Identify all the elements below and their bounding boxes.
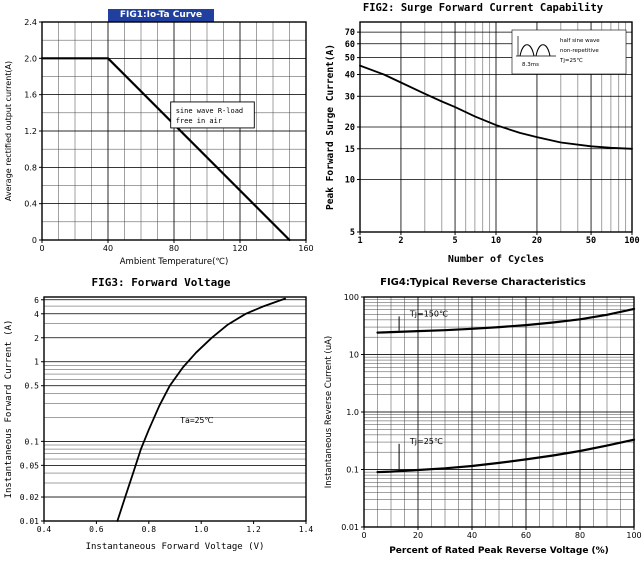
svg-text:2: 2	[398, 236, 403, 246]
svg-text:0.02: 0.02	[20, 493, 39, 502]
svg-text:6: 6	[34, 296, 39, 305]
svg-text:80: 80	[169, 244, 179, 253]
svg-text:0.01: 0.01	[341, 523, 359, 532]
svg-text:100: 100	[624, 236, 639, 246]
svg-text:2: 2	[34, 334, 39, 343]
svg-text:1: 1	[34, 358, 39, 367]
fig3-title: FIG3: Forward Voltage	[91, 276, 231, 289]
svg-text:Tj=25℃: Tj=25℃	[409, 437, 443, 446]
svg-text:40: 40	[467, 531, 477, 540]
svg-text:4: 4	[34, 310, 39, 319]
svg-text:70: 70	[345, 28, 355, 38]
svg-text:0.8: 0.8	[142, 525, 157, 534]
fig1-title-row: FIG1:Io-Ta Curve	[0, 0, 322, 22]
svg-text:100: 100	[344, 293, 359, 302]
svg-text:10: 10	[491, 236, 501, 246]
svg-text:60: 60	[345, 40, 355, 50]
figure-fig2: FIG2: Surge Forward Current Capability 1…	[322, 0, 644, 272]
svg-text:1.0: 1.0	[194, 525, 209, 534]
svg-text:0: 0	[39, 244, 44, 253]
svg-text:sine wave R-load: sine wave R-load	[176, 107, 243, 115]
svg-text:0.8: 0.8	[24, 163, 37, 172]
fig2-plot: 1 2 5 10 20 50 100 5 10 15 20 30 40 50 60 70 Number of C…	[325, 21, 640, 265]
fig4-plot: 0 20 40 60 80 100 0.01 0.1 1.0 10 100 Percent of Ra…	[324, 293, 642, 556]
svg-text:half sine wave: half sine wave	[560, 38, 600, 44]
svg-text:1: 1	[357, 236, 362, 246]
svg-text:20: 20	[532, 236, 542, 246]
svg-text:40: 40	[345, 71, 355, 81]
svg-text:5: 5	[350, 228, 355, 238]
svg-text:20: 20	[345, 123, 355, 133]
svg-text:1.2: 1.2	[246, 525, 261, 534]
svg-text:2.0: 2.0	[24, 54, 37, 63]
svg-text:10: 10	[345, 176, 355, 186]
svg-text:1.2: 1.2	[24, 127, 37, 136]
svg-text:0.05: 0.05	[20, 461, 39, 470]
svg-text:1.4: 1.4	[299, 525, 314, 534]
svg-text:30: 30	[345, 92, 355, 102]
svg-text:0: 0	[361, 531, 366, 540]
svg-text:60: 60	[521, 531, 531, 540]
svg-text:non-repetitive: non-repetitive	[560, 48, 599, 54]
svg-text:Tj=150℃: Tj=150℃	[409, 309, 448, 318]
svg-text:0.4: 0.4	[37, 525, 52, 534]
svg-text:8.3ms: 8.3ms	[522, 62, 539, 68]
svg-text:Number of Cycles: Number of Cycles	[448, 254, 544, 265]
svg-text:Ambient Temperature(℃): Ambient Temperature(℃)	[120, 257, 229, 267]
figure-fig4: FIG4:Typical Reverse Characteristics 0 20…	[322, 272, 644, 561]
svg-text:1.0: 1.0	[346, 408, 359, 417]
svg-text:1.6: 1.6	[24, 91, 37, 100]
svg-text:0.1: 0.1	[25, 437, 40, 446]
fig2-title: FIG2: Surge Forward Current Capability	[362, 2, 604, 14]
svg-text:80: 80	[575, 531, 585, 540]
svg-text:160: 160	[298, 244, 313, 253]
svg-text:0: 0	[32, 236, 37, 245]
svg-text:50: 50	[586, 236, 596, 246]
svg-text:Instantaneous Forward Voltage: Instantaneous Forward Voltage (V)	[86, 542, 265, 552]
svg-text:120: 120	[232, 244, 247, 253]
fig1-title-banner: FIG1:Io-Ta Curve	[107, 9, 215, 22]
svg-text:0.1: 0.1	[346, 466, 359, 475]
svg-text:Percent of Rated Peak Reverse: Percent of Rated Peak Reverse Voltage (%…	[389, 546, 609, 556]
svg-text:15: 15	[345, 145, 355, 155]
svg-text:2.4: 2.4	[24, 18, 37, 27]
svg-text:20: 20	[413, 531, 423, 540]
fig4-title: FIG4:Typical Reverse Characteristics	[380, 277, 586, 288]
svg-text:0.5: 0.5	[25, 382, 40, 391]
svg-text:0.4: 0.4	[24, 200, 37, 209]
fig3-plot: 0.4 0.6 0.8 1.0 1.2 1.4 0.01 0.02 0.05 0.1 0.5 1 2 4 6…	[4, 296, 314, 552]
figure-fig1: FIG1:Io-Ta Curve 0 40 80 120 160 0 0.4 0.8 1.2 1.…	[0, 0, 322, 272]
svg-text:Instantaneous Reverse Current: Instantaneous Reverse Current (uA)	[324, 336, 334, 488]
svg-text:Tj=25℃: Tj=25℃	[559, 57, 583, 64]
svg-text:Peak Forward Surge Current(A): Peak Forward Surge Current(A)	[325, 44, 336, 210]
figure-fig3: FIG3: Forward Voltage 0.4 0.6 0.8 1.0 1.2 1.4…	[0, 272, 322, 561]
svg-text:free in air: free in air	[176, 117, 222, 125]
svg-text:Average rectified output curre: Average rectified output current(A)	[4, 61, 13, 201]
fig1-plot: 0 40 80 120 160 0 0.4 0.8 1.2 1.6 2.0 2.4 Ambient Te…	[4, 18, 314, 267]
svg-text:100: 100	[626, 531, 641, 540]
svg-text:5: 5	[452, 236, 457, 246]
svg-text:10: 10	[349, 351, 359, 360]
svg-text:Instantaneous Forward Current: Instantaneous Forward Current (A)	[4, 320, 14, 499]
svg-text:50: 50	[345, 54, 355, 64]
svg-text:Ta=25℃: Ta=25℃	[180, 416, 213, 425]
svg-text:0.6: 0.6	[89, 525, 104, 534]
svg-text:0.01: 0.01	[20, 517, 39, 526]
svg-text:40: 40	[103, 244, 113, 253]
